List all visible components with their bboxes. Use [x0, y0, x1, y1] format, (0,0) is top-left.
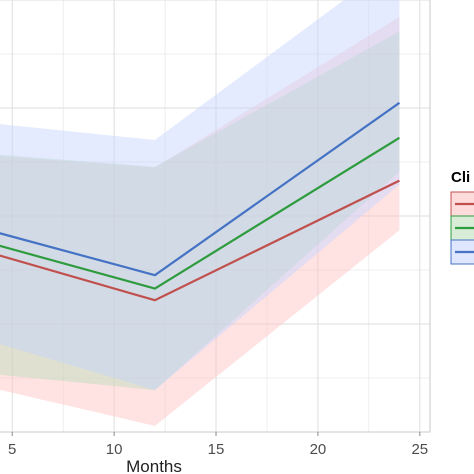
x-tick-label: 20	[310, 441, 327, 458]
confidence-bands	[0, 0, 400, 426]
legend: Cli	[450, 169, 474, 265]
x-tick-label: 10	[106, 441, 123, 458]
confidence-band-1	[0, 16, 400, 426]
confidence-band-2	[0, 31, 400, 391]
x-axis-title: Months	[126, 457, 182, 474]
legend-keys	[450, 191, 474, 265]
legend-title: Cli	[451, 169, 470, 186]
series-lines	[0, 101, 401, 302]
series-line-2	[0, 136, 401, 290]
x-tick-label: 5	[8, 441, 16, 458]
series-line-3	[0, 101, 401, 277]
x-tick-label: 15	[208, 441, 225, 458]
grid-lines	[0, 0, 431, 433]
x-axis-ticks: 5 10 15 20 25	[8, 432, 428, 458]
confidence-band-3	[0, 0, 400, 391]
series-line-1	[0, 179, 400, 302]
x-tick-label: 25	[411, 441, 428, 458]
